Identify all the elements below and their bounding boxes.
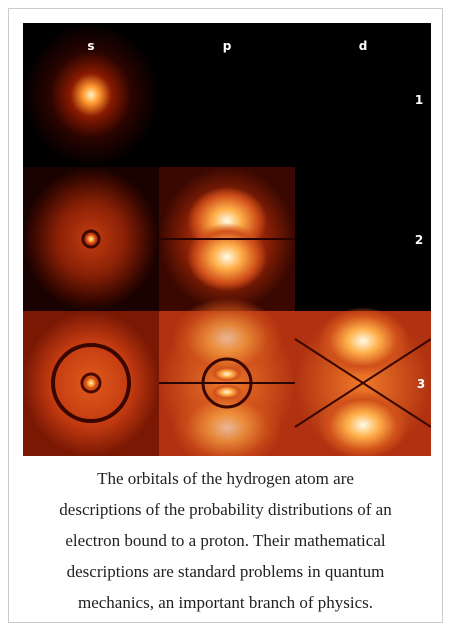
- page: s p d 1 2 3 The orbitals of the hydrogen…: [0, 0, 453, 629]
- row-label: 3: [417, 377, 425, 391]
- caption-line: descriptions of the probability distribu…: [13, 494, 438, 525]
- row-label: 1: [415, 93, 423, 107]
- caption-line: The orbitals of the hydrogen atom are: [13, 463, 438, 494]
- orbitals-image[interactable]: s p d 1 2 3: [23, 23, 431, 456]
- caption: The orbitals of the hydrogen atom are de…: [13, 463, 438, 618]
- row-label: 2: [415, 233, 423, 247]
- caption-line: electron bound to a proton. Their mathem…: [13, 525, 438, 556]
- thumbnail: s p d 1 2 3 The orbitals of the hydrogen…: [8, 8, 443, 623]
- thumbnail-inner: s p d 1 2 3 The orbitals of the hydrogen…: [9, 9, 442, 622]
- column-label: d: [359, 39, 368, 53]
- column-label: p: [223, 39, 232, 53]
- column-label: s: [87, 39, 94, 53]
- caption-line: mechanics, an important branch of physic…: [13, 587, 438, 618]
- caption-line: descriptions are standard problems in qu…: [13, 556, 438, 587]
